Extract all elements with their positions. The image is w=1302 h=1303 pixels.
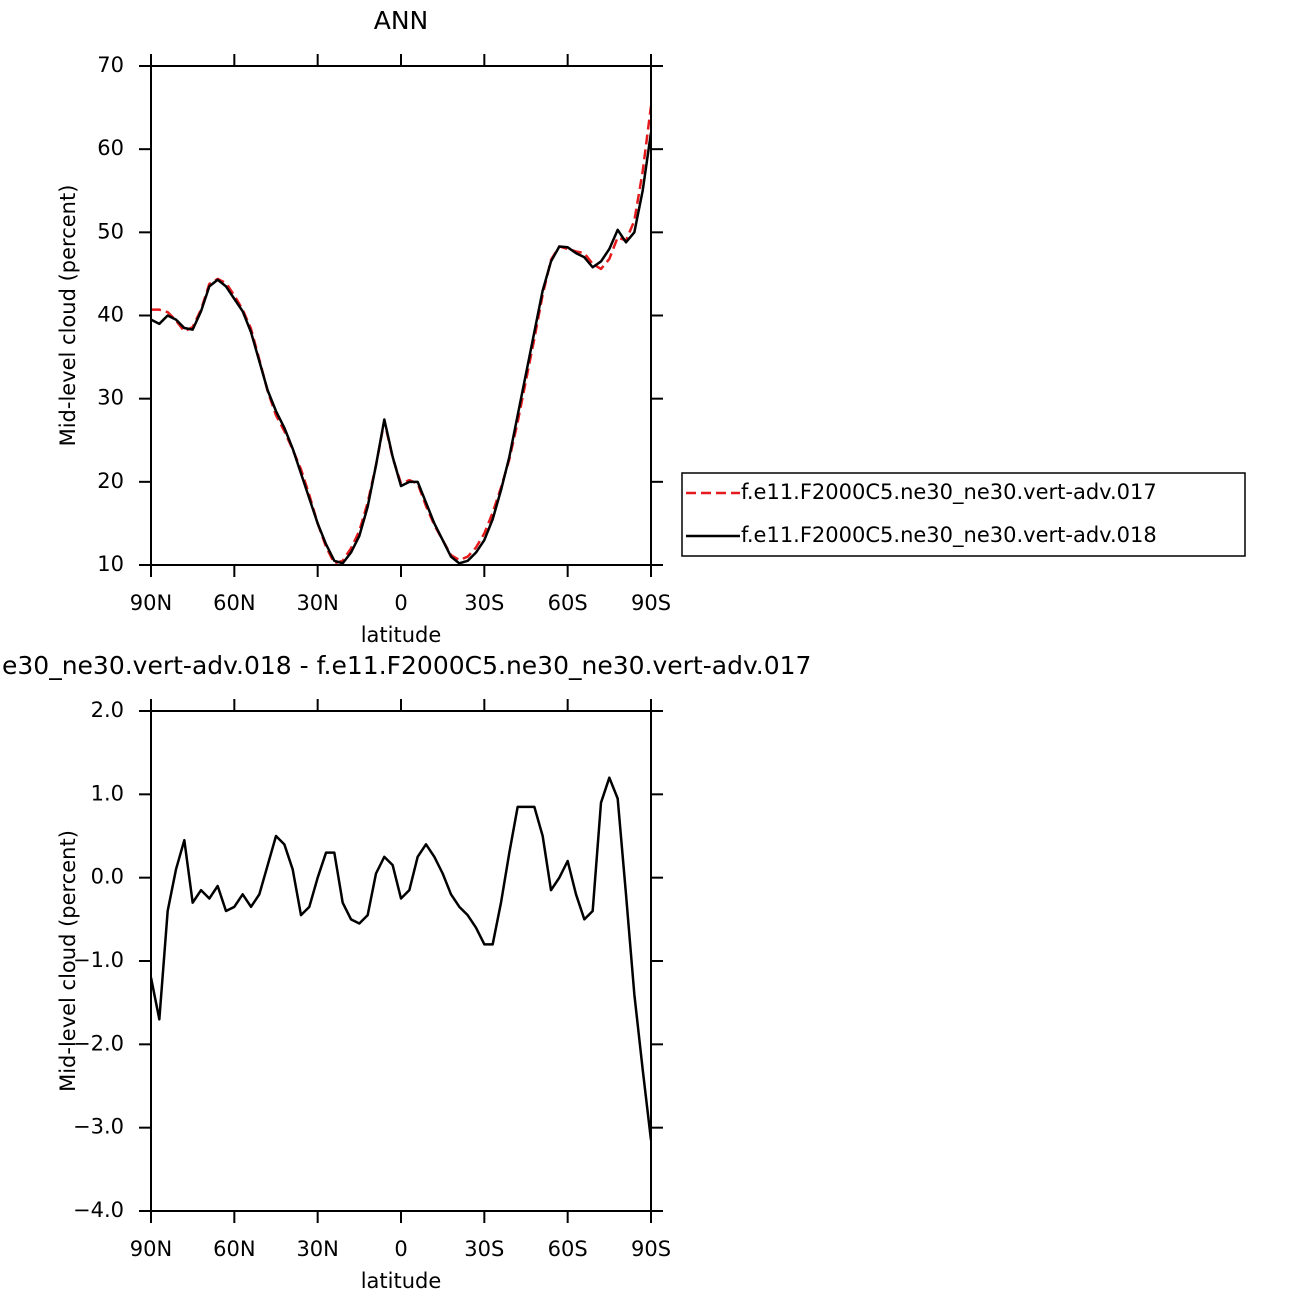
x-tick-label: 30S [464, 1237, 504, 1261]
x-tick-label: 0 [394, 1237, 407, 1261]
x-tick-label: 90S [631, 591, 671, 615]
y-tick-label: 2.0 [91, 698, 124, 722]
y-tick-label: −1.0 [73, 948, 124, 972]
x-tick-label: 90N [130, 1237, 172, 1261]
x-tick-label: 60S [548, 591, 588, 615]
data-line [151, 776, 651, 1141]
y-tick-label: 50 [97, 219, 124, 243]
y-tick-label: 20 [97, 469, 124, 493]
chart-title: ANN [374, 6, 429, 35]
x-axis-label: latitude [361, 623, 442, 647]
y-axis-label: Mid-level cloud (percent) [56, 185, 80, 447]
x-tick-label: 90S [631, 1237, 671, 1261]
x-tick-label: 30S [464, 591, 504, 615]
x-tick-label: 60N [213, 1237, 255, 1261]
y-tick-label: 60 [97, 136, 124, 160]
y-tick-label: 0.0 [91, 865, 124, 889]
y-tick-label: 1.0 [91, 781, 124, 805]
plot-frame [150, 710, 652, 1212]
y-tick-label: −4.0 [73, 1198, 124, 1222]
x-tick-label: 90N [130, 591, 172, 615]
x-tick-label: 0 [394, 591, 407, 615]
y-tick-label: 40 [97, 303, 124, 327]
x-tick-label: 30N [296, 591, 338, 615]
plot-frame [150, 65, 652, 566]
y-tick-label: 70 [97, 53, 124, 77]
y-tick-label: 30 [97, 386, 124, 410]
y-tick-label: 10 [97, 552, 124, 576]
data-line [151, 105, 651, 565]
x-tick-label: 60N [213, 591, 255, 615]
x-tick-label: 30N [296, 1237, 338, 1261]
x-tick-label: 60S [548, 1237, 588, 1261]
y-axis-label: Mid-level cloud (percent) [56, 830, 80, 1092]
legend-box [681, 472, 1246, 557]
x-axis-label: latitude [361, 1269, 442, 1293]
legend-label: f.e11.F2000C5.ne30_ne30.vert-adv.017 [741, 480, 1157, 505]
y-tick-label: −2.0 [73, 1031, 124, 1055]
data-line [151, 132, 651, 565]
legend-label: f.e11.F2000C5.ne30_ne30.vert-adv.018 [741, 523, 1157, 548]
y-tick-label: −3.0 [73, 1115, 124, 1139]
chart-title: e30_ne30.vert-adv.018 - f.e11.F2000C5.ne… [2, 651, 811, 680]
